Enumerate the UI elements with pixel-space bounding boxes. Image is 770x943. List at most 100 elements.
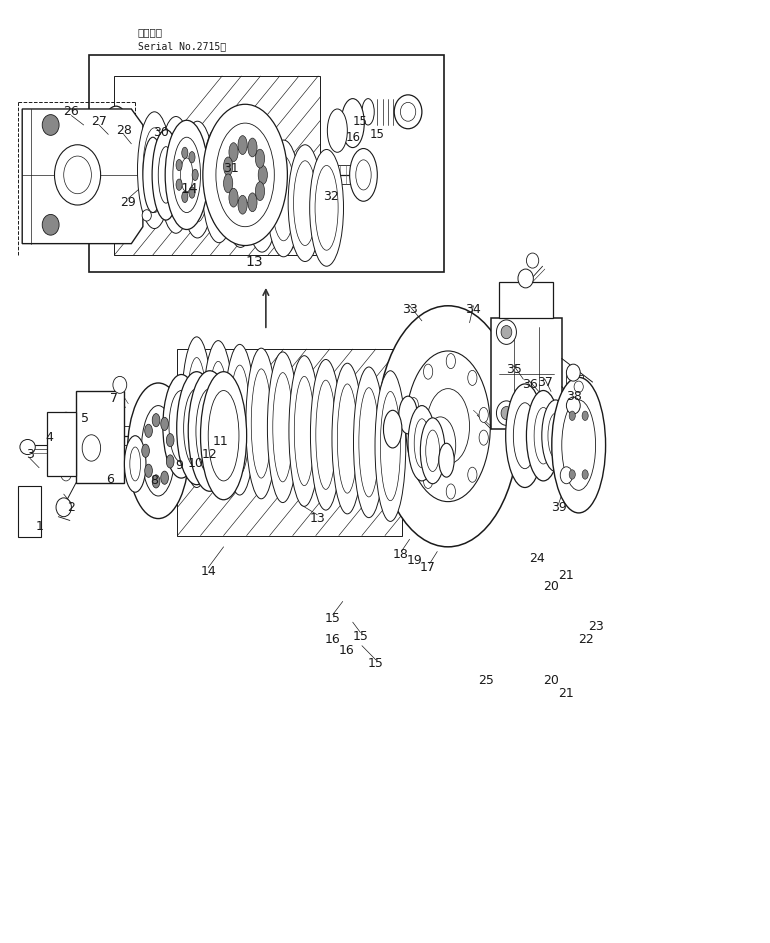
Ellipse shape (166, 434, 174, 447)
Ellipse shape (186, 357, 206, 467)
Text: 15: 15 (368, 657, 383, 670)
Text: 8: 8 (150, 474, 159, 488)
Text: 23: 23 (588, 620, 604, 634)
Text: 22: 22 (578, 633, 594, 646)
Ellipse shape (189, 187, 195, 198)
Ellipse shape (143, 128, 166, 212)
Ellipse shape (189, 152, 195, 163)
Text: 4: 4 (45, 431, 53, 444)
Ellipse shape (176, 372, 216, 485)
Ellipse shape (341, 99, 364, 148)
Bar (76, 390, 124, 483)
Text: Serial No.2715～: Serial No.2715～ (138, 41, 226, 51)
Ellipse shape (182, 147, 188, 158)
Ellipse shape (223, 174, 233, 192)
Ellipse shape (409, 398, 418, 413)
Ellipse shape (272, 156, 295, 240)
Text: 35: 35 (506, 363, 522, 376)
Ellipse shape (294, 376, 314, 486)
Ellipse shape (266, 141, 300, 256)
Ellipse shape (267, 352, 298, 503)
Ellipse shape (152, 130, 179, 220)
Ellipse shape (332, 363, 363, 514)
Polygon shape (22, 109, 143, 243)
Text: 1: 1 (35, 520, 43, 533)
Text: 20: 20 (543, 580, 559, 593)
Ellipse shape (56, 498, 72, 517)
Text: 28: 28 (116, 124, 132, 137)
Ellipse shape (288, 145, 322, 261)
Ellipse shape (406, 351, 490, 502)
Ellipse shape (145, 464, 152, 477)
Ellipse shape (273, 372, 293, 482)
Text: 10: 10 (188, 457, 204, 471)
Ellipse shape (246, 348, 276, 499)
Text: 25: 25 (478, 674, 494, 687)
Ellipse shape (479, 430, 488, 445)
Text: 33: 33 (402, 303, 417, 316)
Text: 12: 12 (202, 448, 218, 461)
Ellipse shape (497, 401, 517, 425)
Ellipse shape (182, 191, 188, 203)
Ellipse shape (159, 147, 173, 203)
Ellipse shape (42, 214, 59, 235)
Text: 20: 20 (543, 674, 559, 687)
Ellipse shape (310, 150, 343, 266)
Ellipse shape (169, 390, 193, 462)
Text: 27: 27 (91, 115, 107, 127)
Ellipse shape (152, 474, 160, 488)
Ellipse shape (186, 138, 209, 222)
Text: 17: 17 (420, 561, 436, 574)
Text: 21: 21 (558, 569, 574, 582)
Ellipse shape (380, 391, 400, 501)
Ellipse shape (426, 430, 440, 472)
Ellipse shape (408, 405, 436, 481)
Ellipse shape (350, 149, 377, 201)
Ellipse shape (399, 396, 417, 434)
Ellipse shape (113, 376, 127, 393)
Ellipse shape (497, 320, 517, 344)
Ellipse shape (527, 253, 539, 268)
Ellipse shape (567, 397, 581, 414)
Ellipse shape (192, 169, 198, 180)
Ellipse shape (42, 115, 59, 136)
Text: 37: 37 (537, 376, 553, 389)
Text: 15: 15 (353, 630, 368, 643)
Ellipse shape (289, 356, 320, 506)
Bar (47, 412, 76, 476)
Ellipse shape (224, 344, 255, 495)
Ellipse shape (375, 371, 406, 521)
Ellipse shape (216, 124, 274, 226)
Ellipse shape (161, 418, 169, 430)
Text: 15: 15 (370, 128, 385, 141)
Ellipse shape (229, 142, 238, 161)
Text: 9: 9 (175, 459, 183, 472)
Ellipse shape (359, 388, 379, 497)
Ellipse shape (256, 182, 265, 201)
Ellipse shape (514, 403, 537, 469)
Ellipse shape (142, 209, 152, 221)
Ellipse shape (142, 405, 175, 496)
Ellipse shape (55, 145, 101, 205)
Ellipse shape (447, 484, 455, 499)
Ellipse shape (125, 436, 146, 492)
Text: 19: 19 (407, 554, 422, 568)
Ellipse shape (582, 470, 588, 479)
Ellipse shape (383, 410, 402, 448)
Ellipse shape (420, 418, 445, 484)
Ellipse shape (527, 390, 561, 481)
Text: 16: 16 (345, 131, 360, 143)
Ellipse shape (567, 364, 581, 381)
Ellipse shape (562, 400, 596, 490)
Ellipse shape (145, 424, 152, 438)
Ellipse shape (447, 354, 455, 369)
Ellipse shape (166, 455, 174, 468)
Ellipse shape (467, 467, 477, 482)
Ellipse shape (256, 149, 265, 168)
Text: 30: 30 (152, 126, 169, 139)
Ellipse shape (427, 389, 470, 464)
Text: 15: 15 (352, 115, 367, 127)
Ellipse shape (207, 142, 230, 226)
Ellipse shape (501, 325, 512, 339)
Text: 通用号機: 通用号機 (138, 27, 162, 37)
